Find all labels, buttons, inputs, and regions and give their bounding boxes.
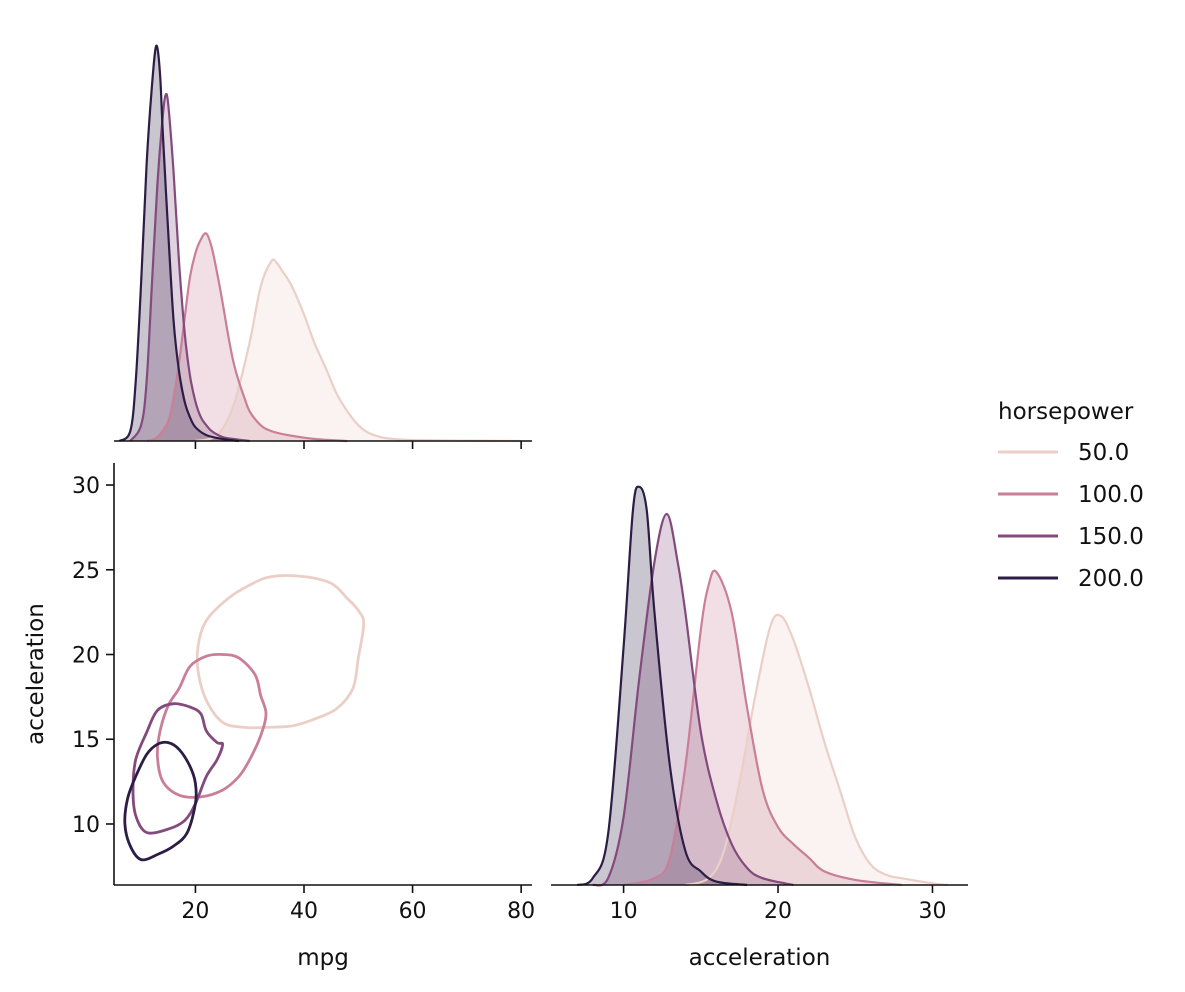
y-tick-label-25: 25 (72, 559, 100, 584)
density-fill-200.0 (577, 486, 748, 885)
y-tick-label-10: 10 (72, 813, 100, 838)
x-axis-label: mpg (297, 945, 349, 971)
density-line-200.0 (576, 485, 748, 887)
y-tick-label-20: 20 (72, 644, 100, 669)
legend-label-200.0: 200.0 (1078, 566, 1144, 592)
density-line-150.0 (592, 512, 794, 887)
y-tick-label-15: 15 (72, 728, 100, 753)
mpg-acceleration-contour-panel: 20 40 60 80 10 15 20 25 30 mpg acceleration (23, 463, 535, 971)
density-line-100.0 (623, 569, 902, 887)
x-tick-label-20: 20 (181, 899, 209, 924)
density-line-200.0 (118, 44, 240, 443)
contour-200.0 (123, 740, 198, 862)
x-tick-label-20: 20 (764, 899, 792, 924)
contour-50.0 (195, 574, 366, 730)
y-tick-label-30: 30 (72, 474, 100, 499)
density-fill-100.0 (146, 233, 348, 441)
x-tick-label-40: 40 (290, 899, 318, 924)
density-line-100.0 (146, 232, 348, 443)
legend-label-150.0: 150.0 (1078, 524, 1144, 550)
legend-label-100.0: 100.0 (1078, 482, 1144, 508)
x-tick-label-30: 30 (918, 899, 946, 924)
contour-150.0 (131, 702, 225, 835)
x-tick-label-10: 10 (610, 899, 638, 924)
x-tick-label-80: 80 (507, 899, 535, 924)
contour-100.0 (155, 652, 268, 799)
density-fill-100.0 (623, 570, 902, 885)
density-fill-50.0 (195, 259, 522, 441)
density-fill-50.0 (685, 614, 948, 885)
x-axis-label: acceleration (689, 945, 831, 971)
mpg-density-panel (114, 44, 532, 449)
density-line-150.0 (129, 92, 250, 443)
legend: horsepower 50.0 100.0 150.0 200.0 (998, 399, 1144, 592)
legend-label-50.0: 50.0 (1078, 440, 1129, 466)
density-line-50.0 (685, 613, 949, 887)
y-axis-label: acceleration (23, 603, 49, 745)
acceleration-density-panel: 10 20 30 acceleration (551, 485, 968, 971)
density-fill-150.0 (130, 94, 250, 442)
legend-title: horsepower (998, 399, 1134, 425)
x-tick-label-60: 60 (399, 899, 427, 924)
density-line-50.0 (195, 258, 522, 443)
